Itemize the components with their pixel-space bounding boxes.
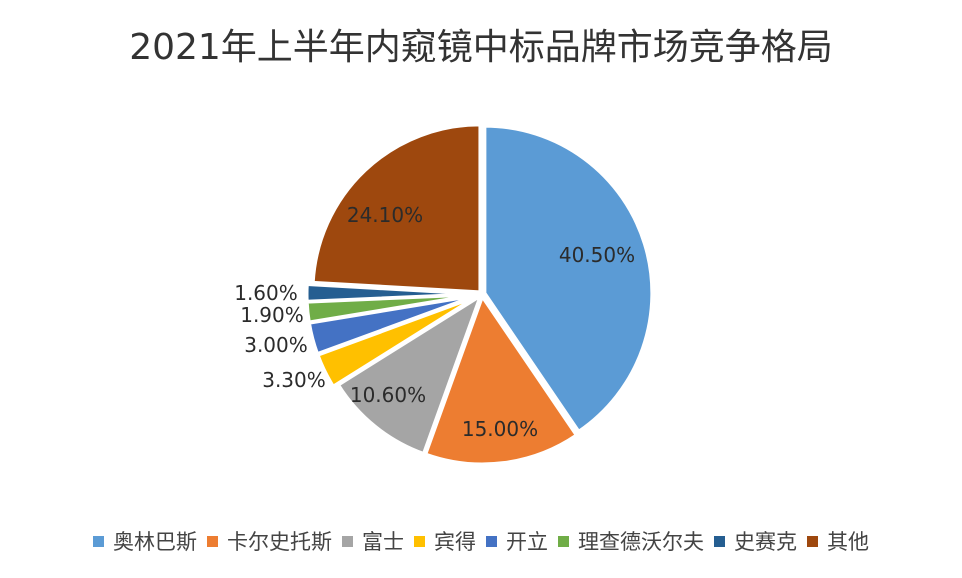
legend-label: 富士: [362, 530, 404, 554]
pie-slice[interactable]: [316, 296, 476, 389]
legend-label: 史赛克: [734, 530, 797, 554]
pie-slice[interactable]: [311, 123, 482, 294]
legend-label: 其他: [827, 530, 869, 554]
legend-item-stryker[interactable]: 史赛克: [714, 526, 797, 556]
pie-slice[interactable]: [423, 293, 579, 466]
pie-data-labels: 40.50% 15.00% 10.60% 3.30% 3.00% 1.90%1.60% 24…: [234, 203, 635, 441]
legend-swatch-icon: [558, 535, 569, 547]
legend-item-pentax[interactable]: 宾得: [414, 526, 476, 556]
legend-item-others[interactable]: 其他: [807, 526, 869, 556]
legend-swatch-icon: [486, 535, 497, 547]
chart-legend: 奥林巴斯 卡尔史托斯 富士 宾得 开立 理查德沃尔夫 史赛克 其他: [0, 526, 962, 556]
data-label: 15.00%: [462, 417, 538, 441]
pie-slices: [305, 123, 654, 466]
pie-slice[interactable]: [336, 292, 483, 456]
data-label: 40.50%: [559, 243, 635, 267]
legend-swatch-icon: [342, 535, 353, 547]
legend-swatch-icon: [207, 535, 218, 547]
legend-swatch-icon: [714, 535, 725, 547]
legend-swatch-icon: [807, 535, 818, 547]
chart-title: 2021年上半年内窥镜中标品牌市场竞争格局: [129, 27, 833, 68]
data-label: 3.30%: [262, 368, 326, 392]
data-label: 3.00%: [244, 333, 308, 357]
legend-swatch-icon: [93, 535, 104, 547]
legend-label: 奥林巴斯: [113, 530, 197, 554]
legend-item-sonoscape[interactable]: 开立: [486, 526, 548, 556]
data-label: 10.60%: [350, 383, 426, 407]
legend-item-fujifilm[interactable]: 富士: [342, 526, 404, 556]
legend-item-olympus[interactable]: 奥林巴斯: [93, 526, 197, 556]
data-label: 24.10%: [347, 203, 423, 227]
legend-label: 理查德沃尔夫: [578, 530, 704, 554]
legend-item-richard-wolf[interactable]: 理查德沃尔夫: [558, 526, 704, 556]
legend-swatch-icon: [414, 535, 425, 547]
pie-slice[interactable]: [305, 282, 475, 303]
legend-label: 宾得: [434, 530, 476, 554]
data-label: 1.60%: [234, 281, 298, 305]
legend-label: 开立: [506, 530, 548, 554]
legend-item-karl-storz[interactable]: 卡尔史托斯: [207, 526, 332, 556]
legend-label: 卡尔史托斯: [227, 530, 332, 554]
pie-slice[interactable]: [483, 124, 654, 434]
data-label: 1.90%: [240, 303, 304, 327]
